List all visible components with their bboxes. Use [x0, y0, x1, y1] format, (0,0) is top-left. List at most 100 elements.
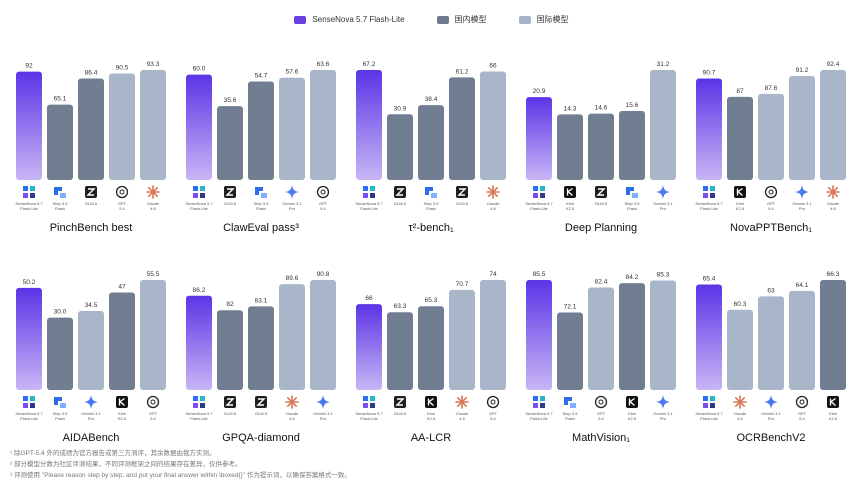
data-label: 87.6: [765, 85, 778, 92]
chart-title: OCRBenchV2: [736, 432, 805, 444]
tick-label: Gemini 3.1: [282, 201, 302, 206]
claude-icon: [285, 395, 299, 409]
legend-label: 国际模型: [536, 15, 569, 24]
openai-icon: [146, 395, 160, 409]
data-label: 72.1: [564, 304, 577, 311]
tick-label: Kimi: [736, 201, 744, 206]
chart-title: AA-LCR: [411, 432, 451, 444]
tick-label: Pro: [320, 416, 327, 421]
kimi-icon: [827, 396, 839, 408]
tick-label: Kimi: [118, 411, 126, 416]
bar: [758, 93, 784, 180]
tick-label: 4.6: [459, 416, 465, 421]
data-label: 70.7: [456, 281, 469, 288]
zhipu-icon: [595, 186, 607, 198]
data-label: 14.3: [564, 105, 577, 112]
openai-icon: [764, 185, 778, 199]
tick-label: K2.5: [566, 206, 575, 211]
tick-label: SenseNova 5.7: [185, 201, 213, 206]
benchmark-panel: 67.2 SenseNova 5.7 Flash-Lite 30.9 GLM-5 38.4…: [346, 40, 516, 245]
tick-label: 4.6: [150, 206, 156, 211]
chart-title: MathVision₁: [572, 432, 630, 444]
benchmark-panel: 85.5 SenseNova 5.7 Flash-Lite 72.1 Step 3.5 F…: [516, 250, 686, 455]
tick-label: SenseNova 5.7: [15, 411, 43, 416]
legend-swatch: [518, 15, 531, 24]
chart-title: Deep Planning: [565, 222, 637, 234]
bar: [449, 289, 475, 390]
tick-label: Claude: [456, 411, 469, 416]
tick-label: Pro: [799, 206, 806, 211]
footnote: ¹ 除GPT-5.4 外的成绩为官方报告或第三方测评，其余数据由我方实测。: [10, 450, 216, 457]
zhipu-icon: [456, 186, 468, 198]
bar: [387, 312, 413, 390]
bar: [449, 77, 475, 180]
tick-label: Flash-Lite: [360, 206, 378, 211]
gemini-icon: [764, 395, 778, 409]
tick-label: Claude: [827, 201, 840, 206]
bar: [279, 284, 305, 390]
tick-label: Step 3.5: [53, 411, 69, 416]
tick-label: GLM-5: [224, 411, 237, 416]
data-label: 85.5: [533, 271, 546, 278]
bar: [217, 310, 243, 390]
tick-label: Step 3.5: [53, 201, 69, 206]
benchmark-panel: 66 SenseNova 5.7 Flash-Lite 63.3 GLM-5 65.3 Ki…: [346, 250, 516, 455]
stepfun-icon: [54, 397, 66, 408]
tick-label: Gemini 3.1: [792, 201, 812, 206]
tick-label: GLM-5: [394, 201, 407, 206]
bar: [650, 280, 676, 390]
bar: [789, 290, 815, 390]
tick-label: Flash: [426, 206, 436, 211]
openai-icon: [795, 395, 809, 409]
claude-icon: [826, 185, 840, 199]
tick-label: Kimi: [628, 411, 636, 416]
tick-label: 5.4: [150, 416, 156, 421]
zhipu-icon: [85, 186, 97, 198]
bar: [186, 74, 212, 180]
stepfun-icon: [564, 397, 576, 408]
sensenova-icon: [193, 396, 205, 408]
bar: [418, 105, 444, 180]
bar: [619, 111, 645, 180]
bar: [47, 104, 73, 180]
bar: [279, 77, 305, 180]
gemini-icon: [316, 395, 330, 409]
bar: [418, 306, 444, 390]
sensenova-icon: [703, 186, 715, 198]
tick-label: Claude: [487, 201, 500, 206]
tick-label: Flash-Lite: [360, 416, 378, 421]
tick-label: Claude: [734, 411, 747, 416]
data-label: 63: [767, 287, 775, 294]
data-label: 38.4: [425, 96, 438, 103]
bar: [356, 70, 382, 180]
tick-label: Step 3.5: [254, 201, 270, 206]
kimi-icon: [564, 186, 576, 198]
tick-label: GPT: [149, 411, 158, 416]
tick-label: GLM-5: [394, 411, 407, 416]
bar: [248, 81, 274, 180]
openai-icon: [594, 395, 608, 409]
chart-title: ClawEval pass³: [223, 222, 299, 234]
tick-label: GPT: [767, 201, 776, 206]
bar: [650, 70, 676, 180]
benchmark-panel: 92 SenseNova 5.7 Flash-Lite 65.1 Step 3.5 Fla…: [6, 40, 176, 245]
tick-label: Gemini 3.1: [313, 411, 333, 416]
data-label: 50.2: [23, 279, 36, 286]
data-label: 15.6: [626, 102, 639, 109]
data-label: 65.4: [703, 275, 716, 282]
tick-label: 4.6: [830, 206, 836, 211]
tick-label: Gemini 3.1: [761, 411, 781, 416]
data-label: 82.4: [595, 279, 608, 286]
data-label: 93.3: [147, 61, 160, 68]
tick-label: 4.6: [490, 206, 496, 211]
data-label: 60.3: [734, 301, 747, 308]
data-label: 85.3: [657, 271, 670, 278]
data-label: 90.7: [703, 69, 716, 76]
data-label: 92: [25, 63, 33, 70]
chart-title: PinchBench best: [50, 222, 133, 234]
data-label: 86.4: [85, 69, 98, 76]
zhipu-icon: [394, 186, 406, 198]
